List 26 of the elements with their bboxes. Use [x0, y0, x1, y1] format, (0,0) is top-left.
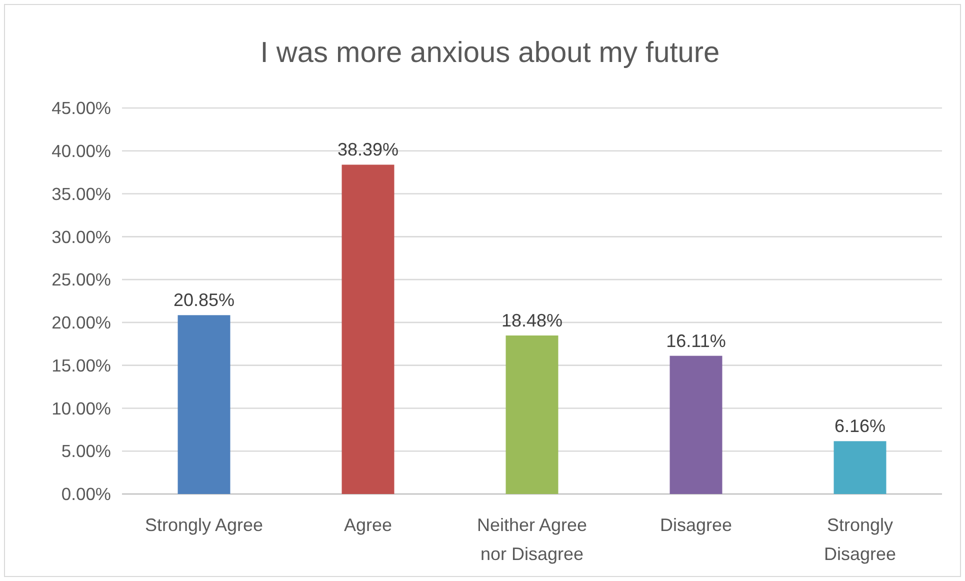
- data-label: 18.48%: [501, 310, 563, 330]
- y-tick-label: 35.00%: [52, 184, 111, 204]
- y-tick-label: 15.00%: [52, 355, 111, 376]
- y-tick-label: 10.00%: [52, 398, 111, 418]
- y-tick-label: 45.00%: [52, 98, 111, 118]
- data-label: 38.39%: [337, 140, 399, 160]
- y-tick-label: 0.00%: [61, 484, 111, 504]
- bar: [834, 441, 886, 494]
- chart-title: I was more anxious about my future: [260, 37, 720, 69]
- y-tick-label: 5.00%: [61, 441, 111, 462]
- x-tick-label: Neither Agree nor Disagree: [476, 515, 588, 564]
- y-tick-label: 25.00%: [52, 270, 111, 290]
- y-tick-label: 20.00%: [52, 312, 111, 333]
- bar: [178, 315, 230, 494]
- bar: [342, 164, 394, 494]
- y-tick-label: 40.00%: [52, 141, 111, 162]
- x-tick-label: Disagree: [660, 515, 732, 535]
- data-label: 6.16%: [834, 416, 886, 436]
- x-tick-label: Strongly Agree: [144, 515, 264, 535]
- data-label: 16.11%: [666, 330, 726, 351]
- x-tick-label: Agree: [344, 515, 392, 535]
- y-tick-label: 30.00%: [52, 226, 111, 247]
- bar: [670, 356, 722, 494]
- x-tick-label: Strongly Disagree: [824, 515, 896, 564]
- bar: [506, 335, 558, 494]
- data-label: 20.85%: [173, 290, 235, 310]
